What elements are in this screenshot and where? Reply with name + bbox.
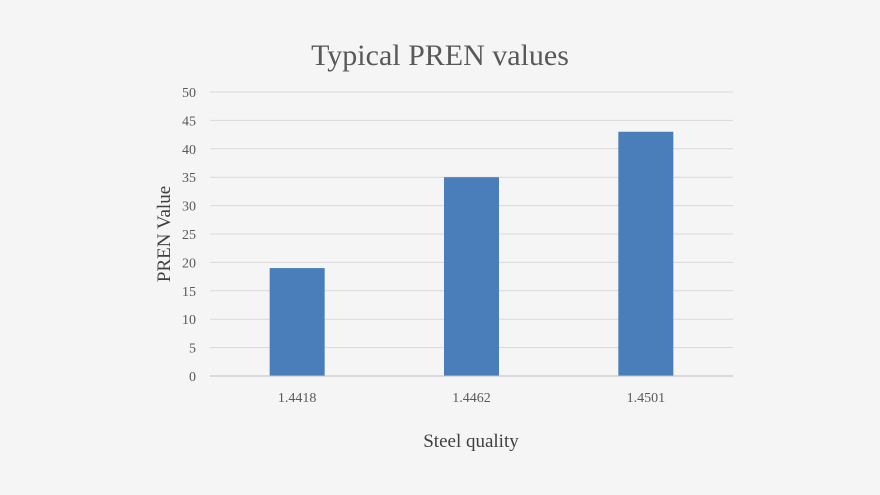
x-tick-label: 1.4462 xyxy=(452,391,491,406)
y-tick-label: 45 xyxy=(182,114,196,129)
chart-title: Typical PREN values xyxy=(311,39,569,72)
y-tick-label: 10 xyxy=(182,313,196,328)
y-tick-label: 40 xyxy=(182,143,196,158)
x-tick-label: 1.4501 xyxy=(627,391,666,406)
x-axis-label: Steel quality xyxy=(423,431,519,452)
y-axis-ticks: 0 5 10 15 20 25 30 35 40 45 50 xyxy=(182,86,196,385)
y-tick-label: 35 xyxy=(182,171,196,186)
bar-1.4462 xyxy=(444,177,499,376)
y-tick-label: 15 xyxy=(182,285,196,300)
bar-1.4418 xyxy=(269,268,325,376)
y-tick-label: 5 xyxy=(189,342,196,357)
y-tick-label: 50 xyxy=(182,86,196,101)
x-tick-label: 1.4418 xyxy=(278,391,317,406)
bar-1.4501 xyxy=(618,131,674,376)
y-tick-label: 20 xyxy=(182,256,196,271)
y-tick-label: 0 xyxy=(189,370,196,385)
bars xyxy=(269,131,674,376)
y-tick-label: 25 xyxy=(182,228,196,243)
x-axis-ticks: 1.4418 1.4462 1.4501 xyxy=(278,391,665,406)
y-axis-label: PREN Value xyxy=(154,186,175,282)
y-tick-label: 30 xyxy=(182,200,196,215)
